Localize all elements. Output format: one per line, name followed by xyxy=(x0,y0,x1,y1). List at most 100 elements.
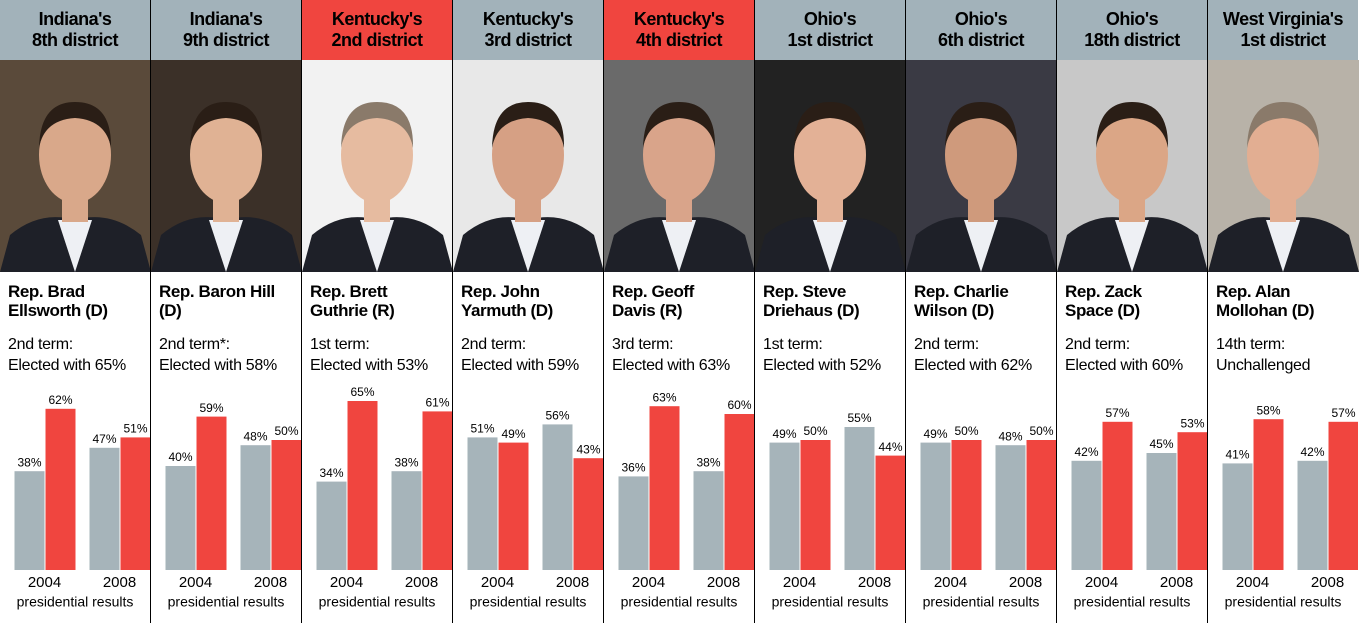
panel-header: Indiana's 8th district xyxy=(0,0,150,60)
bar-chart: 2004 49% 50% 2008 55% 44% presidential results xyxy=(769,411,905,610)
x-tick-label: 2004 xyxy=(783,574,816,591)
portrait xyxy=(1208,60,1359,272)
bar xyxy=(693,471,724,570)
bar-chart: 2004 49% 50% 2008 48% 50% presidential results xyxy=(920,424,1056,610)
panel: West Virginia's 1st district Rep. Alan Mo… xyxy=(1207,0,1359,623)
value-label: 60% xyxy=(727,398,751,412)
bar xyxy=(165,466,196,570)
rep-name: Rep. Charlie Wilson (D) xyxy=(914,282,1009,320)
portrait-head xyxy=(1096,107,1168,203)
rep-name: Rep. Baron Hill (D) xyxy=(159,282,275,320)
bar xyxy=(1177,432,1207,570)
bar xyxy=(1071,460,1102,570)
bar xyxy=(120,437,150,570)
portrait-hair xyxy=(39,102,112,148)
election-result: Elected with 63% xyxy=(612,357,730,374)
panel: Indiana's 9th district Rep. Baron Hill (D… xyxy=(150,0,302,623)
value-label: 53% xyxy=(1180,416,1204,430)
term: 1st term: xyxy=(310,336,370,353)
x-axis-label: presidential results xyxy=(17,594,134,610)
bar xyxy=(951,440,982,570)
value-label: 38% xyxy=(696,455,720,469)
value-label: 48% xyxy=(998,429,1022,443)
term: 2nd term: xyxy=(1065,336,1130,353)
value-label: 50% xyxy=(803,424,827,438)
x-tick-label: 2004 xyxy=(330,574,363,591)
x-axis-label: presidential results xyxy=(1074,594,1191,610)
value-label: 57% xyxy=(1331,406,1355,420)
bar xyxy=(1253,419,1284,570)
x-tick-label: 2004 xyxy=(481,574,514,591)
bar-chart: 2004 38% 62% 2008 47% 51% presidential results xyxy=(14,393,150,610)
value-label: 62% xyxy=(48,393,72,407)
bar xyxy=(14,471,45,570)
bar xyxy=(467,437,498,570)
bar xyxy=(1026,440,1056,570)
portrait xyxy=(755,60,906,272)
value-label: 63% xyxy=(652,390,676,404)
bar xyxy=(347,401,378,570)
value-label: 38% xyxy=(394,455,418,469)
portrait xyxy=(151,60,302,272)
portrait-shirt xyxy=(511,220,545,272)
term: 2nd term: xyxy=(914,336,979,353)
portrait-head xyxy=(190,107,262,203)
portrait xyxy=(453,60,604,272)
x-axis-label: presidential results xyxy=(470,594,587,610)
term: 2nd term: xyxy=(8,336,73,353)
panel: Kentucky's 4th district Rep. Geoff Davis … xyxy=(603,0,755,623)
bar-chart: 2004 51% 49% 2008 56% 43% presidential results xyxy=(467,409,603,610)
portrait-head xyxy=(794,107,866,203)
rep-name: Rep. Alan Mollohan (D) xyxy=(1216,282,1315,320)
rep-name: Rep. Geoff Davis (R) xyxy=(612,282,694,320)
x-tick-label: 2008 xyxy=(405,574,438,591)
bar xyxy=(1297,460,1328,570)
portrait-hair xyxy=(1096,102,1169,148)
bar-chart: 2004 40% 59% 2008 48% 50% presidential results xyxy=(165,401,301,610)
value-label: 50% xyxy=(1029,424,1053,438)
election-result: Elected with 62% xyxy=(914,357,1032,374)
bar-chart: 2004 34% 65% 2008 38% 61% presidential results xyxy=(316,385,452,610)
portrait-shirt xyxy=(813,220,847,272)
value-label: 44% xyxy=(878,440,902,454)
bar xyxy=(422,411,452,570)
value-label: 51% xyxy=(123,422,147,436)
value-label: 50% xyxy=(954,424,978,438)
value-label: 58% xyxy=(1256,403,1280,417)
x-tick-label: 2004 xyxy=(28,574,61,591)
portrait-head xyxy=(341,107,413,203)
portrait-hair xyxy=(190,102,263,148)
value-label: 61% xyxy=(425,396,449,410)
portrait-hair xyxy=(643,102,716,148)
x-axis-label: presidential results xyxy=(1225,594,1342,610)
panel: Ohio's 18th district Rep. Zack Space (D) 2… xyxy=(1056,0,1208,623)
x-tick-label: 2008 xyxy=(707,574,740,591)
election-result: Elected with 65% xyxy=(8,357,126,374)
portrait-hair xyxy=(492,102,565,148)
value-label: 50% xyxy=(274,424,298,438)
x-axis-label: presidential results xyxy=(168,594,285,610)
bar xyxy=(196,416,227,570)
election-result: Elected with 60% xyxy=(1065,357,1183,374)
x-tick-label: 2008 xyxy=(1009,574,1042,591)
value-label: 57% xyxy=(1105,406,1129,420)
x-tick-label: 2004 xyxy=(179,574,212,591)
panel-header: West Virginia's 1st district xyxy=(1208,0,1358,60)
portrait xyxy=(0,60,151,272)
bar xyxy=(649,406,680,570)
panel-header: Indiana's 9th district xyxy=(151,0,301,60)
bar xyxy=(1102,421,1133,570)
bar xyxy=(89,447,120,570)
value-label: 47% xyxy=(92,432,116,446)
portrait-hair xyxy=(341,102,414,148)
rep-name: Rep. Brett Guthrie (R) xyxy=(310,282,395,320)
value-label: 49% xyxy=(501,427,525,441)
bar xyxy=(1146,453,1177,570)
value-label: 42% xyxy=(1074,445,1098,459)
bar xyxy=(618,476,649,570)
portrait-shirt xyxy=(360,220,394,272)
x-axis-label: presidential results xyxy=(772,594,889,610)
bar xyxy=(769,442,800,570)
term: 2nd term*: xyxy=(159,336,230,353)
